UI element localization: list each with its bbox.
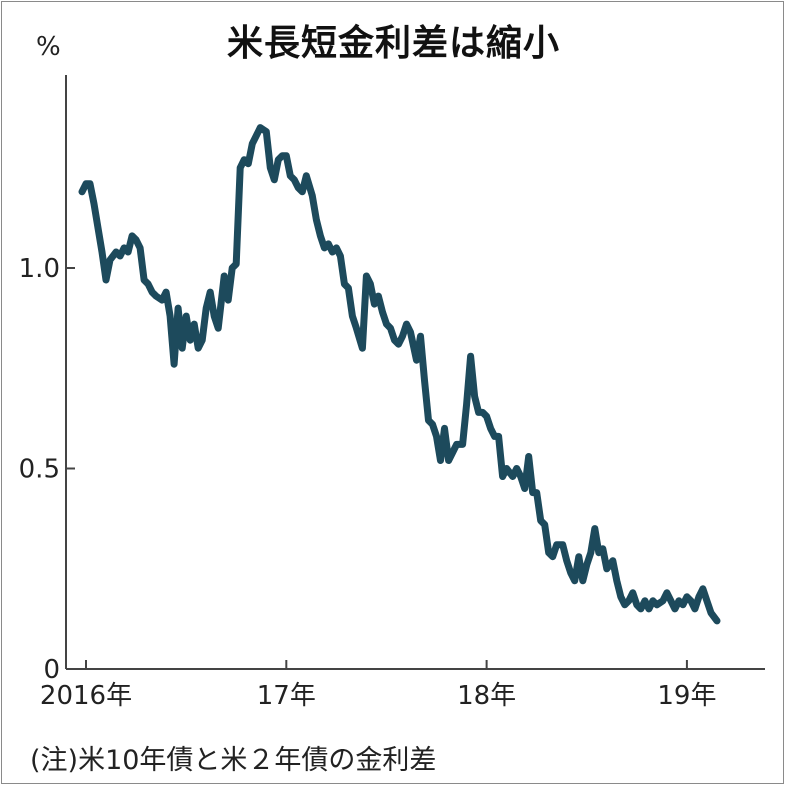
- series-line: [78, 124, 721, 625]
- chart-note: (注)米10年債と米２年債の金利差: [30, 745, 437, 776]
- x-tick-label: 19年: [657, 681, 716, 711]
- x-tick-label: 2016年: [40, 681, 132, 711]
- x-ticks: 2016年 17年 18年 19年: [40, 660, 716, 711]
- y-tick-label: 0.5: [19, 455, 60, 485]
- x-tick-label: 17年: [257, 681, 316, 711]
- x-tick-label: 18年: [457, 681, 516, 711]
- chart-title: 米長短金利差は縮小: [226, 23, 560, 64]
- y-unit-label: %: [36, 32, 61, 62]
- y-tick-label: 0: [43, 655, 60, 685]
- y-ticks: 0 0.5 1.0: [19, 254, 75, 685]
- y-tick-label: 1.0: [19, 254, 60, 284]
